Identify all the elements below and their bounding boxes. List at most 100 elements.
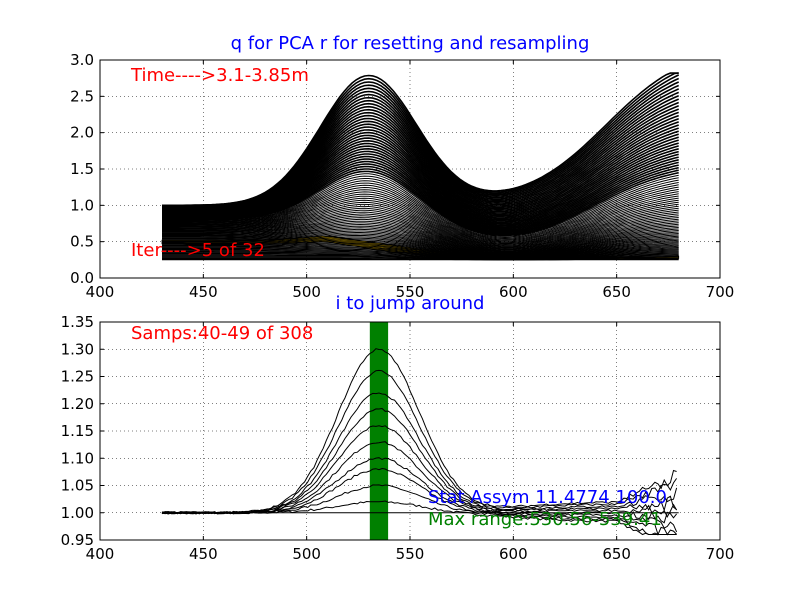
max-range-annotation: Max range:530.56-539.41: [428, 509, 662, 530]
bottom-ytick-label: 1.10: [61, 449, 94, 467]
top-series-line: [162, 213, 679, 253]
top-series-line: [162, 240, 679, 259]
bottom-tick-labels: 400 450 500 550 600 650 700 0.95 1.00 1.05 1.10 1.1…: [61, 313, 735, 563]
top-series-line: [162, 241, 679, 259]
top-series-line: [162, 248, 679, 260]
top-series-line: [162, 178, 679, 240]
bottom-series-lines: [161, 348, 679, 536]
top-plot-frame: [99, 59, 721, 279]
bottom-series-line: [161, 369, 678, 515]
iter-annotation: Iter---->5 of 32: [131, 240, 265, 261]
top-series-line: [162, 220, 679, 255]
bottom-xtick-label: 700: [706, 545, 735, 563]
top-series-line: [162, 232, 679, 258]
bottom-ytick-label: 1.25: [61, 368, 94, 386]
top-ytick-label: 2.0: [70, 124, 94, 142]
top-series-line: [162, 217, 679, 254]
top-series-line: [162, 230, 679, 257]
top-xtick-label: 650: [602, 283, 631, 301]
top-series-line: [162, 250, 679, 260]
top-series-line: [162, 233, 679, 258]
top-series-line: [162, 195, 679, 247]
top-xtick-label: 450: [189, 283, 218, 301]
top-series-line: [162, 186, 679, 243]
top-series-line: [162, 175, 679, 239]
chart-top: 400 450 500 550 600 650 700 0.0 0.5 1.0 1.5 2.0 2.5 3…: [70, 33, 734, 301]
bottom-xtick-label: 650: [602, 545, 631, 563]
top-series-line: [162, 211, 679, 252]
top-series-line: [162, 189, 679, 244]
top-series-line: [162, 254, 679, 261]
top-series-line: [162, 72, 679, 207]
top-xtick-label: 550: [396, 283, 425, 301]
top-ytick-label: 3.0: [70, 51, 94, 69]
bottom-plot-frame: [99, 321, 721, 541]
max-range-band: [369, 322, 389, 540]
top-xtick-label: 500: [292, 283, 321, 301]
top-series-line: [162, 246, 679, 260]
top-series-line: [162, 191, 679, 245]
top-series-line: [162, 227, 679, 257]
bottom-series-line: [161, 484, 677, 535]
bottom-ytick-label: 0.95: [61, 531, 94, 549]
top-series-line: [162, 215, 679, 253]
bottom-xtick-label: 550: [396, 545, 425, 563]
bottom-ytick-label: 1.05: [61, 477, 94, 495]
top-series-line: [162, 234, 679, 258]
bottom-xtick-label: 450: [189, 545, 218, 563]
top-series-line: [162, 203, 679, 250]
top-series-line: [162, 239, 679, 259]
bottom-xtick-label: 400: [86, 545, 115, 563]
top-series-line: [162, 245, 679, 260]
top-series-line: [162, 222, 679, 255]
top-series-line: [162, 225, 679, 256]
time-annotation: Time---->3.1-3.85m: [130, 65, 309, 86]
chart-bottom: 400 450 500 550 600 650 700 0.95 1.00 1.05 1.10 1.1…: [61, 293, 735, 563]
top-series-line: [162, 242, 679, 260]
top-series-line: [162, 244, 679, 260]
top-series-line: [162, 199, 679, 248]
top-series-line: [162, 201, 679, 249]
top-ytick-label: 0.0: [70, 269, 94, 287]
bottom-ytick-label: 1.00: [61, 504, 94, 522]
top-series-line: [162, 236, 679, 258]
bottom-chart-title: i to jump around: [336, 293, 485, 314]
stat-annotation: Stat Assym 11.4774 100.0: [428, 487, 667, 508]
top-series-line: [162, 180, 679, 240]
samps-annotation: Samps:40-49 of 308: [131, 323, 313, 344]
bottom-xtick-label: 600: [499, 545, 528, 563]
top-series-line: [162, 253, 679, 261]
bottom-vertical-band: [369, 322, 389, 540]
bottom-ytick-label: 1.35: [61, 313, 94, 331]
bottom-series-line: [161, 348, 677, 515]
top-ytick-label: 0.5: [70, 233, 94, 251]
bottom-xtick-label: 500: [292, 545, 321, 563]
top-series-line: [162, 237, 679, 259]
top-xtick-label: 600: [499, 283, 528, 301]
top-series-line: [162, 197, 679, 247]
top-series-line: [162, 182, 679, 241]
top-series-line: [162, 207, 679, 251]
top-tick-labels: 400 450 500 550 600 650 700 0.0 0.5 1.0 1.5 2.0 2.5 3…: [70, 51, 734, 301]
top-series-line: [162, 184, 679, 242]
top-ytick-label: 1.5: [70, 160, 94, 178]
top-ytick-label: 1.0: [70, 196, 94, 214]
top-xtick-label: 700: [706, 283, 735, 301]
top-ytick-label: 2.5: [70, 87, 94, 105]
bottom-ytick-label: 1.15: [61, 422, 94, 440]
top-series-line: [162, 247, 679, 260]
top-series-line: [162, 228, 679, 257]
top-chart-title: q for PCA r for resetting and resampling: [231, 33, 590, 54]
top-series-line: [162, 209, 679, 252]
top-series-line: [162, 193, 679, 246]
top-series-line: [162, 205, 679, 250]
top-series-line: [162, 251, 679, 260]
top-series-line: [162, 223, 679, 256]
bottom-ytick-label: 1.30: [61, 340, 94, 358]
bottom-series-line: [161, 392, 678, 515]
top-xtick-label: 400: [86, 283, 115, 301]
top-series-line: [162, 218, 679, 254]
top-series-lines: [161, 72, 680, 261]
bottom-ytick-label: 1.20: [61, 395, 94, 413]
